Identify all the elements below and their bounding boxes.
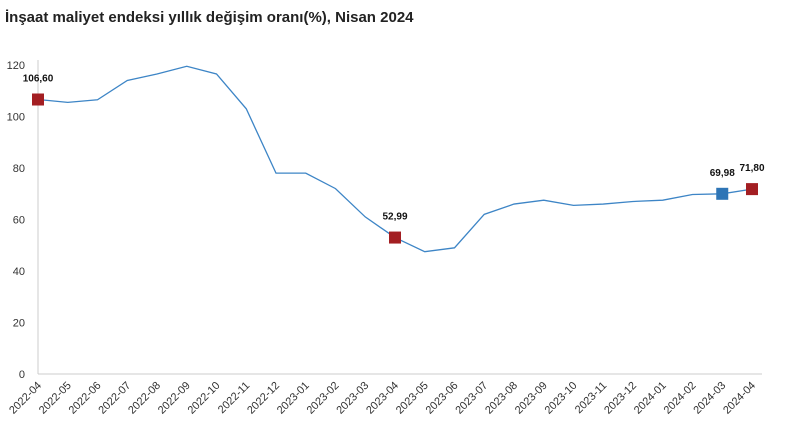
line [37, 65, 753, 253]
data-label: 69,98 [710, 168, 735, 179]
y-tick-label: 0 [19, 369, 25, 381]
x-tick-label: 2024-04 [721, 380, 758, 417]
data-label: 106,60 [23, 74, 54, 85]
marker [716, 187, 729, 200]
x-tick-label: 2023-10 [543, 380, 580, 417]
marker [32, 93, 44, 106]
y-tick-label: 80 [13, 163, 25, 175]
marker [389, 231, 401, 244]
y-tick-label: 120 [7, 60, 25, 72]
y-tick-label: 60 [13, 215, 25, 227]
marker [746, 183, 758, 196]
data-label: 52,99 [382, 212, 407, 223]
data-label: 71,80 [739, 163, 764, 174]
x-tick-label: 2022-10 [186, 380, 223, 417]
y-tick-label: 100 [7, 112, 25, 124]
y-tick-label: 20 [13, 318, 25, 330]
chart-title: İnşaat maliyet endeksi yıllık değişim or… [5, 9, 414, 26]
y-tick-label: 40 [13, 266, 25, 278]
